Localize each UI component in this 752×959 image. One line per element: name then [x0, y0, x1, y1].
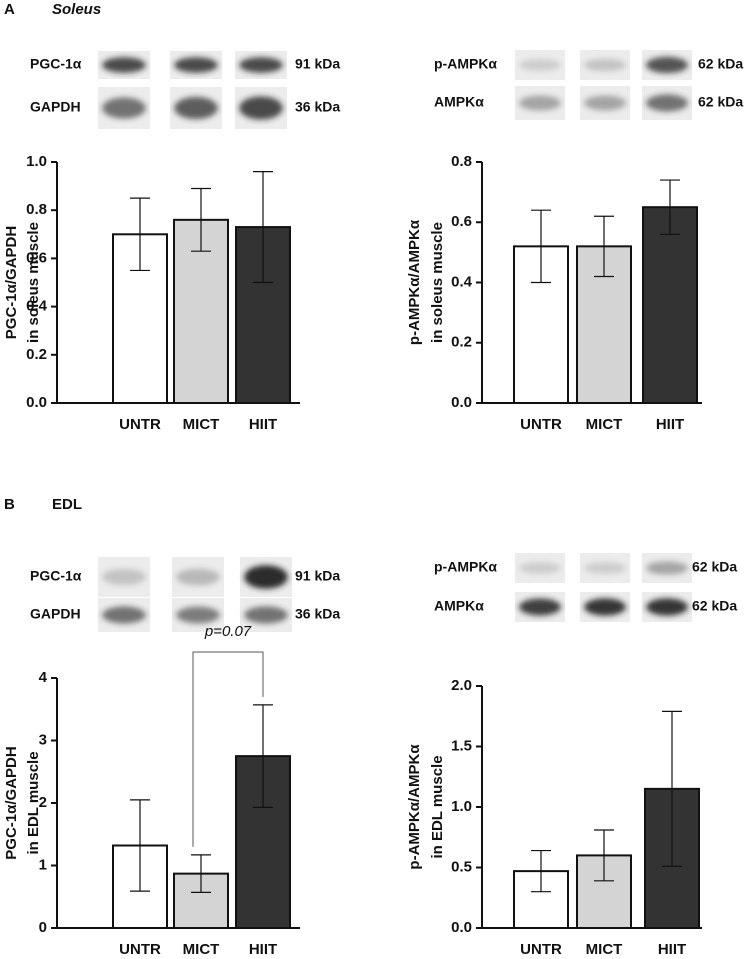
- bar-chart: p-AMPKα 62 kDa AMPKα 62 kDa 0.0 0.5 1.0 1.5 2.0 p…: [406, 553, 737, 958]
- bar: [642, 206, 698, 404]
- blot-size: 36 kDa: [295, 606, 340, 622]
- y-tick-label: 0.4: [451, 273, 473, 290]
- blot-label: GAPDH: [30, 606, 81, 622]
- x-tick-label: UNTR: [119, 941, 161, 958]
- x-tick-label: UNTR: [119, 416, 161, 433]
- y-axis-label: p-AMPKα/AMPKα: [406, 219, 423, 345]
- blot-band: [519, 598, 561, 616]
- bar-chart: p-AMPKα 62 kDa AMPKα 62 kDa 0.0 0.2 0.4 0.6 0.8 p…: [406, 50, 743, 433]
- y-tick-label: 1: [39, 856, 47, 873]
- blot-band: [102, 568, 146, 586]
- y-tick-label: 1.5: [451, 737, 472, 754]
- blot-label: AMPKα: [434, 94, 484, 110]
- blot-band: [519, 562, 561, 574]
- y-tick-label: 0.0: [451, 394, 472, 411]
- blot-size: 91 kDa: [295, 56, 340, 72]
- x-tick-label: HIIT: [249, 941, 277, 958]
- y-tick-label: 1.0: [26, 153, 47, 170]
- blot-band: [176, 606, 220, 624]
- blot-band: [244, 565, 288, 589]
- y-axis-label: in soleus muscle: [25, 222, 42, 343]
- blot-label: AMPKα: [434, 598, 484, 614]
- blot-band: [646, 561, 688, 575]
- blot-band: [244, 606, 288, 624]
- panel-title: EDL: [52, 496, 82, 513]
- blot-band: [646, 94, 688, 112]
- y-tick-label: 0.0: [451, 919, 472, 936]
- y-tick-label: 2.0: [451, 677, 472, 694]
- x-tick-label: MICT: [183, 941, 220, 958]
- y-tick-label: 0.8: [26, 201, 47, 218]
- y-tick-label: 0.2: [451, 334, 472, 351]
- x-tick-label: MICT: [586, 941, 623, 958]
- y-axis-label: in EDL muscle: [25, 751, 42, 854]
- panel-title: Soleus: [52, 1, 101, 18]
- x-tick-label: MICT: [586, 416, 623, 433]
- blot-label: p-AMPKα: [434, 559, 497, 575]
- blot-band: [239, 96, 283, 120]
- annotation: p=0.07: [204, 623, 252, 640]
- blot-label: PGC-1α: [30, 56, 82, 72]
- y-tick-label: 4: [39, 669, 48, 686]
- y-tick-label: 0.4: [26, 298, 48, 315]
- x-tick-label: UNTR: [520, 416, 562, 433]
- blot-size: 62 kDa: [692, 559, 737, 575]
- blot-label: GAPDH: [30, 99, 81, 115]
- blot-band: [584, 598, 626, 616]
- x-tick-label: HIIT: [658, 941, 686, 958]
- blot-size: 62 kDa: [698, 94, 743, 110]
- blot-band: [102, 606, 146, 624]
- y-tick-label: 2: [39, 794, 47, 811]
- x-tick-label: MICT: [183, 416, 220, 433]
- blot-band: [174, 96, 218, 120]
- x-tick-label: HIIT: [656, 416, 684, 433]
- blot-band: [646, 598, 688, 616]
- blot-size: 36 kDa: [295, 99, 340, 115]
- blot-size: 62 kDa: [698, 56, 743, 72]
- x-tick-label: HIIT: [249, 416, 277, 433]
- blot-band: [102, 97, 146, 119]
- blot-label: PGC-1α: [30, 568, 82, 584]
- blot-band: [102, 57, 146, 73]
- bar-chart: PGC-1α 91 kDa GAPDH 36 kDa 0 1 2 3 4 PGC-1α/GAPDH…: [3, 557, 340, 958]
- blot-band: [174, 57, 218, 73]
- x-tick-label: UNTR: [520, 941, 562, 958]
- blot-band: [584, 95, 626, 111]
- y-tick-label: 0: [39, 919, 47, 936]
- blot-band: [584, 562, 626, 574]
- bar-chart: PGC-1α 91 kDa GAPDH 36 kDa 0.0 0.2 0.4 0.6 0.8 1.…: [3, 51, 340, 433]
- blot-label: p-AMPKα: [434, 56, 497, 72]
- y-axis-label: PGC-1α/GAPDH: [3, 226, 20, 339]
- y-tick-label: 0.0: [26, 394, 47, 411]
- blot-size: 62 kDa: [692, 598, 737, 614]
- blot-size: 91 kDa: [295, 568, 340, 584]
- y-axis-label: p-AMPKα/AMPKα: [406, 744, 423, 870]
- y-tick-label: 0.5: [451, 858, 472, 875]
- y-tick-label: 3: [39, 731, 47, 748]
- y-tick-label: 0.6: [451, 213, 472, 230]
- blot-band: [176, 568, 220, 586]
- blot-band: [646, 56, 688, 74]
- blot-band: [584, 58, 626, 72]
- significance-bracket: [192, 651, 264, 847]
- y-tick-label: 0.6: [26, 249, 47, 266]
- y-tick-label: 0.2: [26, 346, 47, 363]
- y-tick-label: 0.8: [451, 153, 472, 170]
- panel-letter: B: [4, 496, 15, 513]
- y-axis-label: in soleus muscle: [429, 222, 446, 343]
- panel-letter: A: [4, 1, 15, 18]
- blot-band: [519, 95, 561, 111]
- blot-band: [519, 59, 561, 71]
- blot-band: [239, 57, 283, 73]
- y-tick-label: 1.0: [451, 798, 472, 815]
- y-axis-label: PGC-1α/GAPDH: [3, 746, 20, 859]
- y-axis-label: in EDL muscle: [429, 755, 446, 858]
